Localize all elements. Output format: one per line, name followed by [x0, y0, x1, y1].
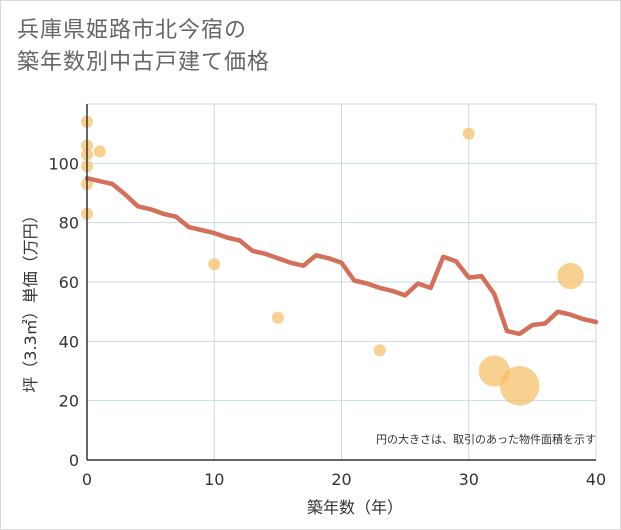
- x-tick-label: 40: [586, 470, 606, 489]
- chart-title-line2: 築年数別中古戸建て価格: [17, 50, 271, 75]
- x-tick-label: 30: [459, 470, 479, 489]
- size-note: 円の大きさは、取引のあった物件面積を示す: [376, 432, 596, 446]
- data-bubble: [462, 127, 475, 140]
- average-line-group: [84, 175, 599, 337]
- y-axis-label: 坪（3.3㎡）単価（万円）: [21, 207, 40, 392]
- grid: [87, 103, 597, 460]
- y-tick-label: 60: [59, 273, 79, 292]
- chart-title-line1: 兵庫県姫路市北今宿の: [17, 18, 248, 43]
- tick-labels: 0 20 40 60 80 100 0 10 20 30 40: [48, 154, 606, 489]
- y-tick-label: 80: [59, 214, 79, 233]
- average-price-line: [84, 175, 599, 337]
- y-tick-label: 100: [48, 154, 79, 173]
- data-bubble: [373, 344, 386, 357]
- data-bubble: [499, 366, 540, 406]
- data-bubble: [557, 262, 584, 290]
- x-axis-label: 築年数（年）: [307, 498, 403, 517]
- x-tick-label: 20: [331, 470, 351, 489]
- y-tick-label: 40: [59, 332, 79, 351]
- data-bubble: [271, 311, 284, 324]
- data-bubble: [93, 145, 106, 158]
- x-tick-label: 10: [204, 470, 224, 489]
- y-tick-label: 0: [69, 451, 79, 470]
- data-bubble: [208, 258, 221, 271]
- axes: [86, 104, 596, 461]
- x-tick-label: 0: [82, 470, 92, 489]
- chart-title: 兵庫県姫路市北今宿の 築年数別中古戸建て価格: [17, 15, 270, 79]
- y-tick-label: 20: [59, 392, 79, 411]
